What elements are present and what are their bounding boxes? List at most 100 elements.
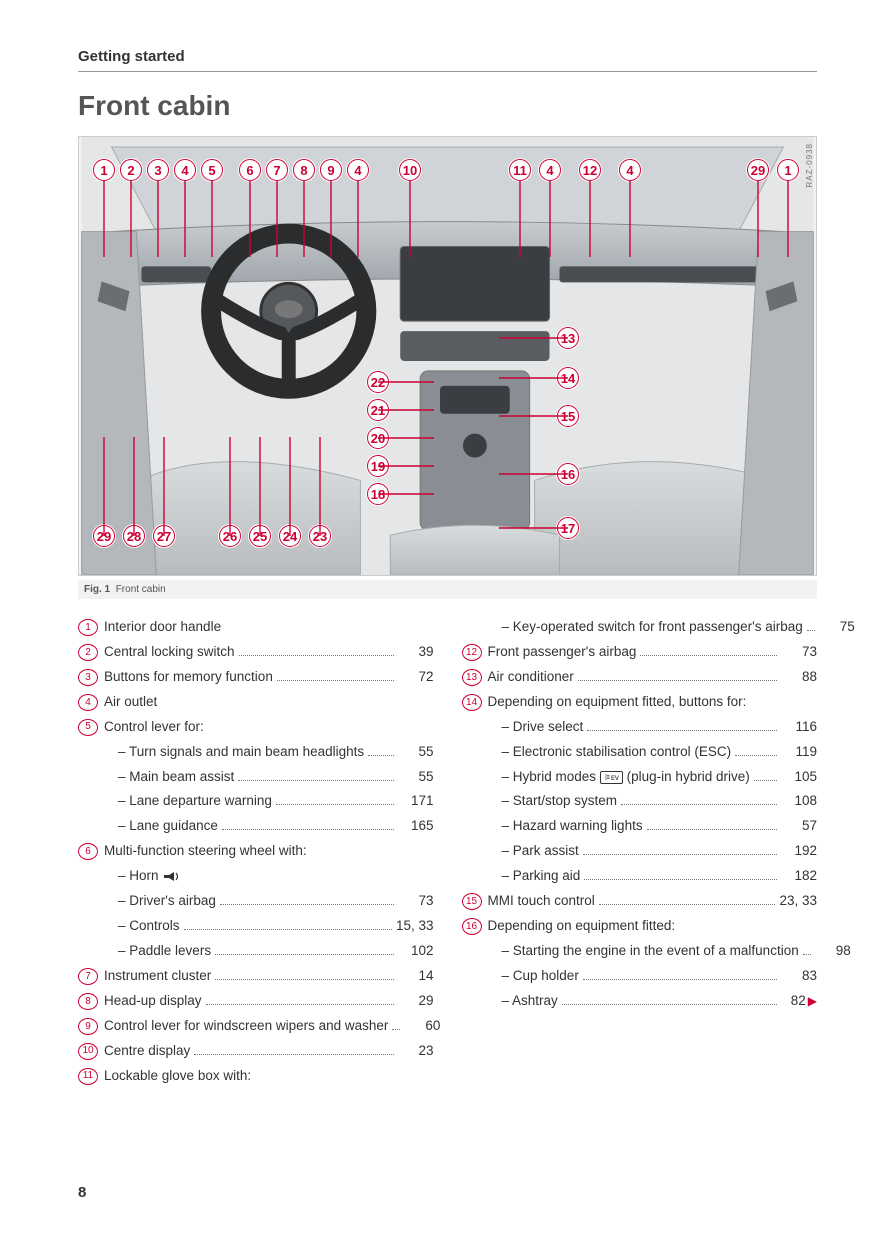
legend-label: Starting the engine in the event of a ma… bbox=[502, 941, 799, 962]
figure-callout: 4 bbox=[174, 159, 196, 181]
figure-callout: 29 bbox=[747, 159, 769, 181]
legend-item: Lane guidance 165 bbox=[78, 816, 434, 837]
figure-callout: 1 bbox=[93, 159, 115, 181]
legend-page-ref: 165 bbox=[398, 816, 434, 837]
legend-label: Interior door handle bbox=[104, 617, 221, 638]
legend-label: Centre display bbox=[104, 1041, 190, 1062]
legend-number-circle: 4 bbox=[78, 694, 98, 711]
legend-item: Ashtray 82▶ bbox=[462, 991, 818, 1012]
legend-page-ref: 192 bbox=[781, 841, 817, 862]
legend-label: Cup holder bbox=[502, 966, 579, 987]
figure-callout: 4 bbox=[347, 159, 369, 181]
legend-item: Lane departure warning171 bbox=[78, 791, 434, 812]
legend-label: Key-operated switch for front passenger'… bbox=[502, 617, 803, 638]
legend-page-ref: 55 bbox=[398, 742, 434, 763]
legend-label: Central locking switch bbox=[104, 642, 235, 663]
legend-page-ref: 15, 33 bbox=[396, 916, 434, 937]
legend-number-circle: 1 bbox=[78, 619, 98, 636]
legend-page-ref: 98 bbox=[815, 941, 851, 962]
legend-label: Multi-function steering wheel with: bbox=[104, 841, 307, 862]
legend-label: Driver's airbag bbox=[118, 891, 216, 912]
figure-callout: 7 bbox=[266, 159, 288, 181]
figure-container: RAZ-0938 bbox=[78, 136, 817, 576]
legend-number-circle: 13 bbox=[462, 669, 482, 686]
legend-item: Key-operated switch for front passenger'… bbox=[462, 617, 818, 638]
figure-callout: 10 bbox=[399, 159, 421, 181]
legend-item: Paddle levers102 bbox=[78, 941, 434, 962]
legend-item: Horn bbox=[78, 866, 434, 887]
legend-item: Drive select 116 bbox=[462, 717, 818, 738]
legend-page-ref: 72 bbox=[398, 667, 434, 688]
legend-page-ref: 29 bbox=[398, 991, 434, 1012]
legend-item: Hybrid modes ⚞ᴇᴠ (plug-in hybrid drive)1… bbox=[462, 767, 818, 788]
legend-page-ref: 82▶ bbox=[781, 991, 817, 1012]
legend-label: Control lever for: bbox=[104, 717, 204, 738]
legend-page-ref: 116 bbox=[781, 717, 817, 738]
figure-callout: 14 bbox=[557, 367, 579, 389]
legend-label: Air outlet bbox=[104, 692, 157, 713]
legend-page-ref: 88 bbox=[781, 667, 817, 688]
legend-item: 2Central locking switch39 bbox=[78, 642, 434, 663]
legend-label: Turn signals and main beam headlights bbox=[118, 742, 364, 763]
legend-item: 13Air conditioner88 bbox=[462, 667, 818, 688]
legend-item: Main beam assist55 bbox=[78, 767, 434, 788]
legend-label: Front passenger's airbag bbox=[488, 642, 637, 663]
legend-label: Lockable glove box with: bbox=[104, 1066, 251, 1087]
figure-callout: 23 bbox=[309, 525, 331, 547]
legend-page-ref: 73 bbox=[398, 891, 434, 912]
continue-arrow-icon: ▶ bbox=[808, 994, 817, 1008]
legend-label: Depending on equipment fitted: bbox=[488, 916, 676, 937]
figure-callout: 29 bbox=[93, 525, 115, 547]
legend-label: Paddle levers bbox=[118, 941, 211, 962]
legend-item: 9 Control lever for windscreen wipers and… bbox=[78, 1016, 434, 1037]
figure-callout: 26 bbox=[219, 525, 241, 547]
legend-label: Lane guidance bbox=[118, 816, 218, 837]
dashboard-figure: RAZ-0938 bbox=[78, 136, 817, 576]
legend-number-circle: 9 bbox=[78, 1018, 98, 1035]
legend-page-ref: 39 bbox=[398, 642, 434, 663]
figure-callout: 12 bbox=[579, 159, 601, 181]
legend-column-left: 1Interior door handle2Central locking sw… bbox=[78, 617, 434, 1091]
legend-item: 14Depending on equipment fitted, buttons… bbox=[462, 692, 818, 713]
figure-callout: 4 bbox=[619, 159, 641, 181]
legend-page-ref: 55 bbox=[398, 767, 434, 788]
figure-callout: 8 bbox=[293, 159, 315, 181]
legend-page-ref: 14 bbox=[398, 966, 434, 987]
legend-page-ref: 73 bbox=[781, 642, 817, 663]
legend-number-circle: 12 bbox=[462, 644, 482, 661]
legend-number-circle: 6 bbox=[78, 843, 98, 860]
legend-item: 15MMI touch control23, 33 bbox=[462, 891, 818, 912]
figure-callout: 28 bbox=[123, 525, 145, 547]
legend-item: 5Control lever for: bbox=[78, 717, 434, 738]
legend-item: Park assist192 bbox=[462, 841, 818, 862]
legend-item: 8Head-up display29 bbox=[78, 991, 434, 1012]
legend-number-circle: 3 bbox=[78, 669, 98, 686]
legend-page-ref: 105 bbox=[781, 767, 817, 788]
legend-label: Drive select bbox=[502, 717, 584, 738]
legend-page-ref: 57 bbox=[781, 816, 817, 837]
figure-callout: 24 bbox=[279, 525, 301, 547]
legend-item: Hazard warning lights 57 bbox=[462, 816, 818, 837]
legend-label: Horn bbox=[118, 866, 180, 887]
legend-label: Lane departure warning bbox=[118, 791, 272, 812]
legend-number-circle: 10 bbox=[78, 1043, 98, 1060]
dashboard-svg bbox=[79, 137, 816, 575]
legend-page-ref: 108 bbox=[781, 791, 817, 812]
legend-item: 16Depending on equipment fitted: bbox=[462, 916, 818, 937]
legend-item: 10Centre display23 bbox=[78, 1041, 434, 1062]
legend-item: Start/stop system 108 bbox=[462, 791, 818, 812]
legend-item: 12 Front passenger's airbag 73 bbox=[462, 642, 818, 663]
legend-label: Hazard warning lights bbox=[502, 816, 643, 837]
figure-callout: 3 bbox=[147, 159, 169, 181]
legend-number-circle: 15 bbox=[462, 893, 482, 910]
legend-label: Start/stop system bbox=[502, 791, 618, 812]
legend-label: Ashtray bbox=[502, 991, 558, 1012]
legend-label: Control lever for windscreen wipers and … bbox=[104, 1016, 388, 1037]
legend-item: Driver's airbag 73 bbox=[78, 891, 434, 912]
legend-columns: 1Interior door handle2Central locking sw… bbox=[78, 617, 817, 1091]
legend-page-ref: 182 bbox=[781, 866, 817, 887]
legend-page-ref: 75 bbox=[819, 617, 855, 638]
legend-item: 7Instrument cluster14 bbox=[78, 966, 434, 987]
image-id-label: RAZ-0938 bbox=[805, 143, 814, 187]
legend-label: Parking aid bbox=[502, 866, 581, 887]
